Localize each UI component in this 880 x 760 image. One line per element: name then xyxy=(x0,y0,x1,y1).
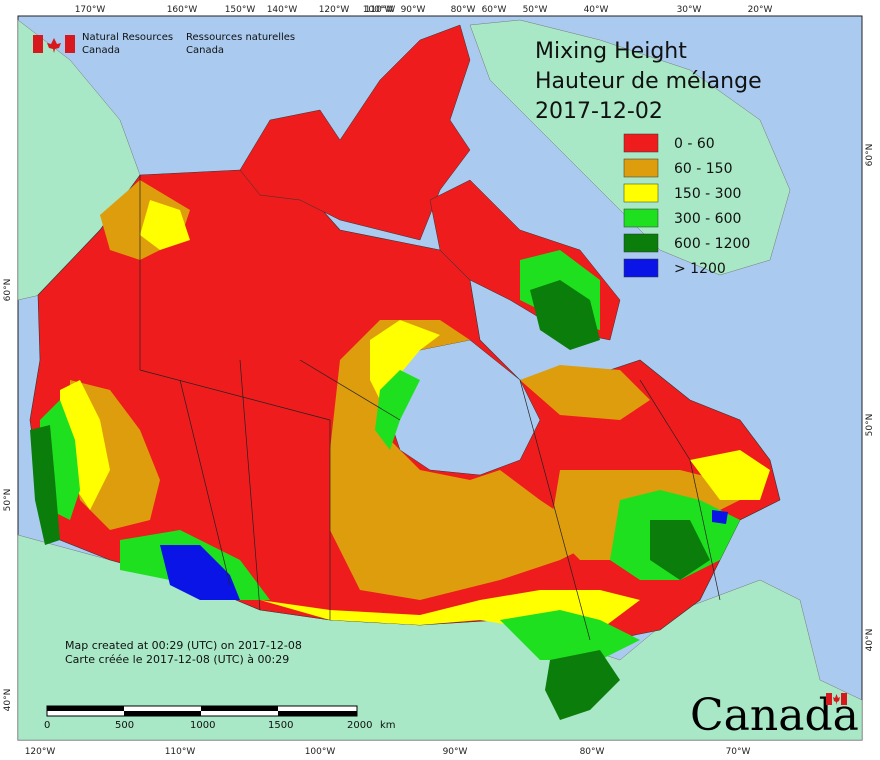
wordmark-flag-right xyxy=(841,693,847,705)
legend-label: 60 - 150 xyxy=(674,161,733,177)
band-600-1200-bc xyxy=(30,425,60,545)
legend-label: 0 - 60 xyxy=(674,136,715,152)
legend-label: > 1200 xyxy=(674,261,726,277)
scale-bar: 0 500 1000 1500 2000 km xyxy=(44,705,396,731)
tick-label: 70°W xyxy=(726,747,751,757)
tick-label: 120°W xyxy=(25,747,56,757)
tick-label: 40°N xyxy=(865,629,875,652)
legend: 0 - 60 60 - 150 150 - 300 300 - 600 600 - 12… xyxy=(623,133,750,278)
tick-label: 120°W xyxy=(319,5,350,15)
band-300-600-hudson xyxy=(375,370,420,450)
ticks-left: 60°N 50°N 40°N xyxy=(3,279,13,712)
band-600-1200-baffin xyxy=(530,280,600,350)
flag-right-bar xyxy=(65,35,75,53)
legend-swatch xyxy=(623,208,659,228)
tick-label: 90°W xyxy=(443,747,468,757)
tick-label: 110°W xyxy=(165,747,196,757)
tick-label: 160°W xyxy=(167,5,198,15)
tick-label: 50°N xyxy=(3,489,13,512)
hudson-bay xyxy=(379,339,541,476)
note-fr: Carte créée le 2017-12-08 (UTC) à 00:29 xyxy=(65,653,289,666)
scale-bar-seg-3 xyxy=(201,706,278,711)
note-en: Map created at 00:29 (UTC) on 2017-12-08 xyxy=(65,639,302,652)
legend-swatch xyxy=(623,133,659,153)
tick-label: 140°W xyxy=(267,5,298,15)
flag-left-bar xyxy=(33,35,43,53)
tick-label: 40°N xyxy=(3,689,13,712)
tick-label: 100°W xyxy=(363,5,394,15)
band-150-300-north xyxy=(140,200,190,250)
tick-label: 30°W xyxy=(677,5,702,15)
provincial-boundaries xyxy=(139,175,721,641)
nrcan-signature: Natural Resources Canada Ressources natu… xyxy=(33,32,295,56)
tick-label: 20°W xyxy=(748,5,773,15)
scale-label-0: 0 xyxy=(44,720,50,731)
band-60-150-labrador xyxy=(520,365,650,420)
tick-label: 40°W xyxy=(584,5,609,15)
ticks-right: 60°N 50°N 40°N xyxy=(865,144,875,652)
band-600-1200-ontario xyxy=(545,650,620,720)
band-150-300-hudson xyxy=(370,320,440,400)
wordmark-flag-left xyxy=(826,693,832,705)
agency-fr-2: Canada xyxy=(186,45,224,56)
band-300-600-south xyxy=(500,610,640,660)
tick-label: 50°W xyxy=(523,5,548,15)
legend-swatch xyxy=(623,183,659,203)
tick-label: 80°W xyxy=(451,5,476,15)
scale-unit: km xyxy=(380,720,396,731)
tick-label: 90°W xyxy=(401,5,426,15)
band-over-1200-nb xyxy=(712,510,728,524)
tick-label: 110°W xyxy=(365,5,396,15)
map-title-en: Mixing Height xyxy=(535,39,687,64)
agency-fr: Ressources naturelles xyxy=(186,32,295,43)
band-over-1200-prairie xyxy=(160,545,240,600)
legend-swatch xyxy=(623,258,659,278)
legend-label: 300 - 600 xyxy=(674,211,741,227)
legend-swatch xyxy=(623,233,659,253)
map-title-fr: Hauteur de mélange xyxy=(535,69,762,94)
arctic-islands xyxy=(239,24,471,241)
tick-label: 60°N xyxy=(865,144,875,167)
scale-label-2000: 2000 xyxy=(347,720,372,731)
band-60-150-hudson xyxy=(330,320,600,600)
agency-en-2: Canada xyxy=(82,45,120,56)
legend-label: 600 - 1200 xyxy=(674,236,750,252)
tick-label: 60°W xyxy=(482,5,507,15)
tick-label: 50°N xyxy=(865,414,875,437)
scale-label-500: 500 xyxy=(115,720,134,731)
canada-wordmark: Canada xyxy=(690,690,859,741)
maple-leaf-icon xyxy=(47,38,61,53)
band-600-1200-maritimes xyxy=(650,520,710,580)
tick-label: 150°W xyxy=(225,5,256,15)
scale-label-1000: 1000 xyxy=(190,720,215,731)
scale-bar-seg-2 xyxy=(124,711,201,716)
legend-swatch xyxy=(623,158,659,178)
scale-label-1500: 1500 xyxy=(268,720,293,731)
ticks-bottom: 120°W 110°W 100°W 90°W 80°W 70°W xyxy=(25,747,751,757)
scale-bar-seg-1 xyxy=(47,706,124,711)
tick-label: 100°W xyxy=(305,747,336,757)
legend-label: 150 - 300 xyxy=(674,186,741,202)
band-150-300-east xyxy=(690,450,770,500)
tick-label: 80°W xyxy=(580,747,605,757)
tick-label: 60°N xyxy=(3,279,13,302)
wordmark-maple-leaf-icon xyxy=(833,694,840,705)
map-date: 2017-12-02 xyxy=(535,99,663,124)
tick-label: 170°W xyxy=(75,5,106,15)
scale-bar-seg-4 xyxy=(278,711,357,716)
agency-en: Natural Resources xyxy=(82,32,173,43)
